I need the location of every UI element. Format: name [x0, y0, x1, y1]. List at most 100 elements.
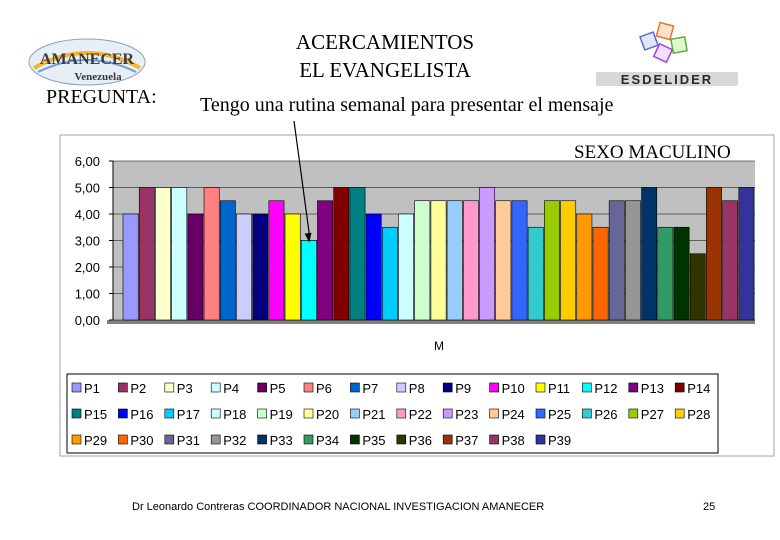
legend-label-p5: P5 — [270, 381, 286, 396]
legend-box — [66, 373, 719, 454]
legend-label-p15: P15 — [84, 407, 107, 422]
legend-label-p22: P22 — [409, 407, 432, 422]
legend-label-p31: P31 — [177, 433, 200, 448]
arrow-head — [304, 232, 312, 243]
legend-swatch-p24 — [489, 408, 499, 419]
legend-swatch-p21 — [350, 408, 360, 419]
legend-label-p4: P4 — [223, 381, 239, 396]
legend: P1 P2 P3 P4 P5 P6 P7 P8 P9 P10 P11 P12 P13 P14 P15 P16 P… — [71, 381, 710, 448]
bar-p23 — [479, 187, 496, 321]
bar-p25 — [511, 200, 528, 321]
legend-swatch-p6 — [303, 382, 314, 393]
legend-label-p23: P23 — [455, 407, 478, 422]
bar-p3 — [155, 187, 171, 321]
legend-swatch-p11 — [535, 382, 546, 393]
bar-p13 — [317, 200, 333, 321]
legend-label-p38: P38 — [502, 433, 525, 448]
legend-label-p27: P27 — [641, 407, 664, 422]
legend-label-p24: P24 — [502, 407, 525, 422]
legend-label-p29: P29 — [84, 433, 107, 448]
question-label: PREGUNTA: — [46, 86, 157, 108]
legend-swatch-p34 — [303, 434, 314, 445]
legend-swatch-p20 — [303, 408, 314, 419]
legend-swatch-p15 — [71, 408, 82, 419]
amanecer-logo: AMANECER Venezuela — [28, 38, 146, 86]
legend-label-p6: P6 — [316, 381, 332, 396]
legend-label-p21: P21 — [362, 407, 385, 422]
arrow-line — [293, 120, 310, 235]
bar-p7 — [219, 200, 236, 321]
bar-p29 — [576, 213, 593, 321]
bar-p9 — [252, 213, 269, 321]
y-axis: 0,00 1,00 2,00 3,00 4,00 5,00 6,00 — [75, 154, 114, 328]
legend-label-p34: P34 — [316, 433, 339, 448]
legend-swatch-p10 — [489, 382, 499, 393]
bar-p27 — [544, 200, 560, 321]
bar-p35 — [673, 226, 690, 321]
legend-swatch-p2 — [118, 382, 128, 393]
legend-swatch-p22 — [396, 408, 407, 419]
y-tick-label: 3,00 — [75, 234, 100, 249]
legend-swatch-p36 — [396, 434, 407, 445]
legend-label-p11: P11 — [548, 381, 570, 396]
legend-label-p17: P17 — [177, 407, 200, 422]
bar-p38 — [722, 200, 739, 321]
question-text: Tengo una rutina semanal para presentar … — [200, 94, 614, 116]
y-tick-label: 5,00 — [75, 181, 100, 196]
bar-p14 — [333, 187, 350, 321]
legend-swatch-p23 — [442, 408, 453, 419]
logo-left-subtitle: Venezuela — [74, 71, 122, 83]
legend-swatch-p35 — [350, 434, 360, 445]
legend-swatch-p39 — [535, 434, 546, 445]
bar-p32 — [625, 200, 641, 321]
legend-swatch-p9 — [442, 382, 453, 393]
bar-p28 — [560, 200, 577, 321]
bar-p11 — [284, 213, 301, 321]
bar-p19 — [414, 200, 431, 321]
bar-p17 — [381, 226, 398, 321]
legend-label-p1: P1 — [84, 381, 100, 396]
legend-swatch-p31 — [164, 434, 175, 445]
legend-swatch-p3 — [164, 382, 175, 393]
legend-label-p14: P14 — [687, 381, 710, 396]
legend-label-p30: P30 — [130, 433, 153, 448]
footer-credit: Dr Leonardo Contreras COORDINADOR NACION… — [132, 501, 545, 513]
legend-swatch-p17 — [164, 408, 175, 419]
legend-swatch-p8 — [396, 382, 407, 393]
bar-p24 — [495, 200, 512, 321]
bar-p39 — [738, 187, 755, 321]
bar-p37 — [706, 187, 722, 321]
bar-p10 — [268, 200, 285, 321]
esdelider-logo: ESDELIDER — [596, 21, 738, 87]
legend-swatch-p25 — [535, 408, 546, 419]
bar-p18 — [398, 213, 414, 321]
legend-swatch-p32 — [210, 434, 221, 445]
legend-swatch-p19 — [257, 408, 267, 419]
page-title: ACERCAMIENTOS EL EVANGELISTA — [240, 28, 530, 84]
legend-label-p10: P10 — [502, 381, 525, 396]
legend-swatch-p1 — [71, 382, 82, 393]
legend-label-p18: P18 — [223, 407, 246, 422]
bar-p16 — [365, 213, 382, 321]
logo-right-text: ESDELIDER — [621, 72, 713, 87]
legend-label-p35: P35 — [362, 433, 385, 448]
legend-label-p12: P12 — [594, 381, 617, 396]
legend-label-p39: P39 — [548, 433, 571, 448]
title-line-2: EL EVANGELISTA — [299, 58, 471, 82]
logo-left-title: AMANECER — [40, 51, 135, 68]
bar-p31 — [608, 200, 625, 321]
legend-label-p9: P9 — [455, 381, 471, 396]
legend-swatch-p26 — [582, 408, 592, 419]
legend-label-p2: P2 — [130, 381, 146, 396]
legend-label-p8: P8 — [409, 381, 425, 396]
legend-swatch-p28 — [674, 408, 685, 419]
legend-swatch-p33 — [257, 434, 267, 445]
sex-label: SEXO MACULINO — [574, 142, 731, 163]
bar-p2 — [138, 187, 155, 321]
page-number: 25 — [703, 501, 716, 513]
plot-floor — [107, 320, 755, 324]
bar-p15 — [349, 187, 366, 321]
y-tick-label: 1,00 — [75, 287, 100, 302]
bars — [122, 187, 755, 321]
